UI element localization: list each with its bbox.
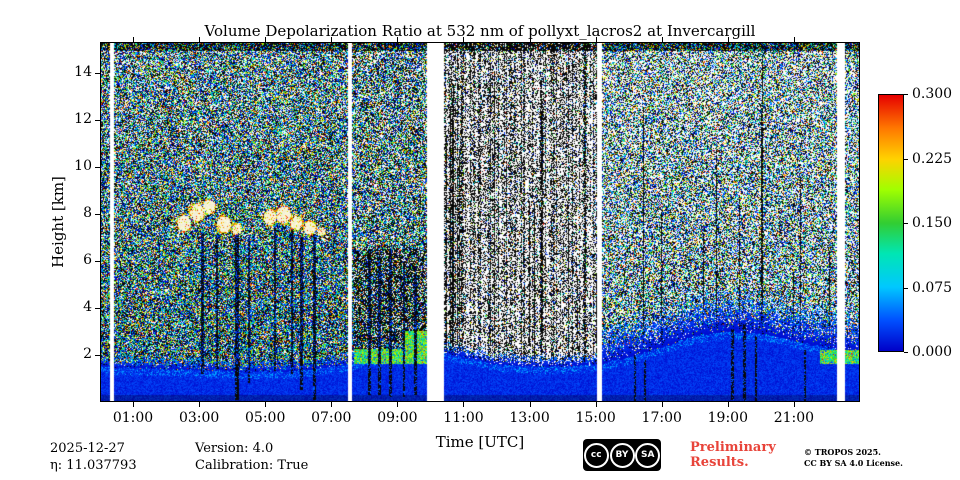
x-tick-label: 11:00 [443,410,484,426]
x-tick-mark-top [331,37,333,42]
colorbar-tick-mark [904,223,908,224]
heatmap-canvas [100,42,860,402]
colorbar-tick-label: 0.300 [912,86,953,102]
x-tick-label: 05:00 [245,410,286,426]
copyright-label: © TROPOS 2025. [804,447,881,457]
cc-by-sa-badge: cc BY SA [583,439,661,471]
colorbar-tick-label: 0.150 [912,215,953,231]
preliminary-line1: Preliminary [690,440,776,455]
x-tick-mark-top [661,37,663,42]
colorbar [878,94,904,352]
preliminary-line2: Results. [690,455,749,470]
x-tick-mark [793,402,795,407]
x-tick-mark-top [529,37,531,42]
preliminary-results-label: Preliminary Results. [690,440,776,470]
calibration-label: Calibration: True [195,458,309,473]
x-tick-label: 15:00 [575,410,616,426]
cc-by-icon: BY [609,442,635,468]
y-tick-label: 8 [83,204,92,221]
colorbar-tick-mark [904,94,908,95]
cc-by-icon-text: BY [615,450,629,460]
x-tick-mark [331,402,333,407]
y-tick-label: 2 [83,345,92,362]
y-tick-label: 12 [74,110,92,127]
cc-icon: cc [583,442,609,468]
y-tick-mark [95,72,100,74]
x-tick-label: 13:00 [509,410,550,426]
version-label: Version: 4.0 [195,441,274,456]
colorbar-tick-label: 0.225 [912,150,953,167]
x-tick-label: 21:00 [773,410,815,426]
x-tick-label: 19:00 [707,410,748,426]
y-tick-label: 4 [83,298,92,315]
x-tick-mark [661,402,663,407]
x-tick-mark-top [727,37,729,42]
y-tick-mark [95,213,100,215]
x-tick-mark-top [265,37,267,42]
cc-icon-text: cc [590,450,602,460]
x-tick-mark-top [793,37,795,42]
x-tick-label: 17:00 [641,410,682,426]
x-tick-mark [529,402,531,407]
colorbar-tick-mark [904,287,908,289]
x-axis-label: Time [UTC] [435,433,525,451]
y-tick-mark [95,166,100,168]
colorbar-tick-mark [904,352,908,353]
chart-title: Volume Depolarization Ratio at 532 nm of… [204,22,756,40]
y-tick-mark [95,307,100,309]
colorbar-tick-label: 0.000 [912,344,953,360]
x-tick-label: 09:00 [377,410,418,426]
x-tick-mark [595,402,597,407]
x-tick-mark [397,402,399,407]
license-label: CC BY SA 4.0 License. [804,458,903,468]
x-tick-label: 03:00 [178,410,220,426]
colorbar-tick-mark [904,158,908,160]
colorbar-tick-label: 0.075 [912,279,953,296]
y-tick-label: 14 [74,63,92,80]
x-tick-mark [133,402,135,407]
y-tick-label: 10 [74,157,92,174]
cc-sa-icon-text: SA [641,450,655,460]
x-tick-mark-top [133,37,135,42]
x-tick-mark-top [199,37,201,42]
date-label: 2025-12-27 [50,441,125,456]
y-tick-label: 6 [83,251,92,268]
x-tick-mark-top [463,37,465,42]
x-tick-mark [199,402,201,407]
x-tick-mark [463,402,465,407]
y-tick-mark [95,260,100,262]
x-tick-label: 01:00 [112,410,154,426]
y-tick-mark [95,354,100,356]
cc-sa-icon: SA [635,442,661,468]
x-tick-mark [727,402,729,407]
x-tick-mark-top [397,37,399,42]
eta-value: η: 11.037793 [50,458,137,473]
x-tick-label: 07:00 [311,410,352,426]
x-tick-mark [265,402,267,407]
x-tick-mark-top [595,37,597,42]
y-tick-mark [95,119,100,121]
